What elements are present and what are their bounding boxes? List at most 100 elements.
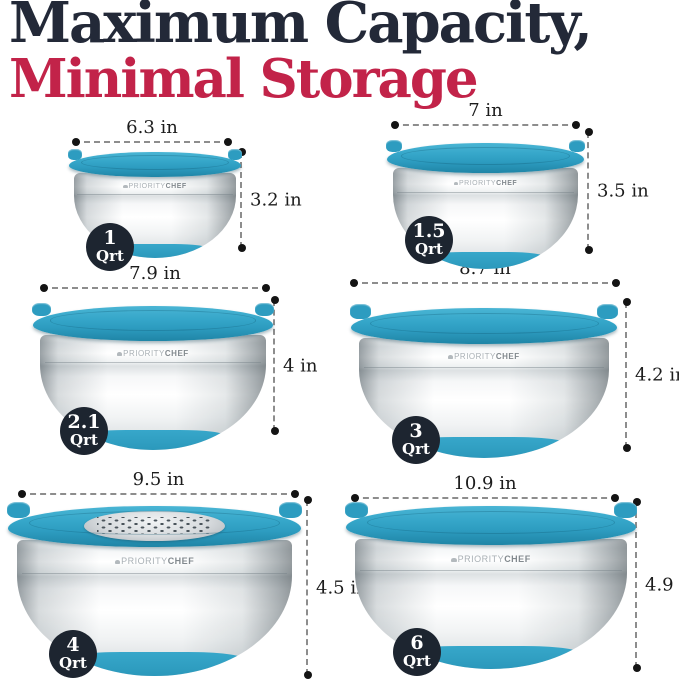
brand-text-chef: CHEF: [496, 180, 518, 188]
height-dimension: 3.5 in: [585, 128, 649, 254]
capacity-badge: 4 Qrt: [49, 630, 97, 678]
band-separator: [76, 193, 234, 195]
brand-text-priority: PRIORITY: [121, 556, 168, 567]
brand-text-priority: PRIORITY: [454, 352, 496, 362]
capacity-number: 3: [409, 420, 423, 443]
brand-text-chef: CHEF: [167, 556, 195, 567]
brand-logo: PRIORITYCHEF: [393, 180, 578, 187]
height-dimension-line: [623, 298, 631, 452]
width-dimension: 6.3 in: [72, 117, 232, 146]
height-dimension: 4.2 in: [623, 298, 679, 452]
width-dimension: 9.5 in: [18, 469, 299, 498]
bowl-lid: [349, 304, 619, 344]
capacity-badge: 2.1 Qrt: [60, 407, 108, 455]
capacity-number: 6: [410, 632, 424, 655]
width-dimension-line: [350, 279, 620, 287]
band-separator: [360, 569, 622, 571]
brand-logo: PRIORITYCHEF: [74, 183, 237, 190]
chef-hat-icon: [117, 351, 123, 356]
height-dimension-line: [304, 496, 312, 679]
height-dimension-label: 4 in: [283, 355, 318, 376]
bowl-lid: [345, 502, 637, 546]
page-title-line1: Maximum Capacity,: [9, 0, 593, 56]
band-separator: [363, 366, 605, 368]
brand-logo: PRIORITYCHEF: [359, 352, 610, 361]
brand-text-chef: CHEF: [165, 183, 187, 191]
band-separator: [44, 362, 262, 364]
brand-text-chef: CHEF: [495, 352, 520, 362]
brand-text-chef: CHEF: [164, 348, 189, 358]
width-dimension-label: 6.3 in: [126, 117, 178, 138]
width-dimension-line: [391, 121, 580, 129]
brand-text-priority: PRIORITY: [457, 554, 505, 565]
height-dimension: 4.9 in: [633, 498, 679, 672]
silicone-base: [403, 646, 579, 669]
width-dimension-label: 9.5 in: [132, 469, 185, 490]
capacity-unit: Qrt: [96, 246, 124, 265]
capacity-badge: 1.5 Qrt: [405, 216, 453, 264]
capacity-badge: 6 Qrt: [393, 628, 441, 676]
lid-tab-left: [386, 139, 402, 153]
width-dimension: 10.9 in: [351, 473, 619, 502]
width-dimension-label: 10.9 in: [453, 473, 517, 494]
brand-logo: PRIORITYCHEF: [17, 556, 292, 566]
width-dimension-label: 7.9 in: [129, 263, 181, 284]
height-dimension-label: 3.2 in: [250, 189, 302, 211]
capacity-unit: Qrt: [402, 439, 430, 458]
chef-hat-icon: [114, 559, 121, 565]
band-separator: [22, 572, 287, 574]
height-dimension-label: 4.2 in: [635, 364, 679, 386]
capacity-number: 1.5: [412, 220, 446, 243]
brand-text-priority: PRIORITY: [459, 180, 497, 188]
capacity-unit: Qrt: [403, 651, 431, 670]
height-dimension-label: 4.9 in: [645, 574, 679, 596]
capacity-unit: Qrt: [415, 239, 443, 258]
lid-tab-left: [32, 302, 52, 317]
width-dimension-line: [40, 284, 270, 292]
lid-tab-right: [278, 501, 303, 519]
lid-tab-left: [67, 149, 82, 160]
chef-hat-icon: [448, 355, 454, 360]
height-dimension-line: [238, 148, 246, 252]
band-separator: [396, 192, 575, 194]
lid-tab-left: [349, 304, 371, 319]
lid-tab-left: [6, 501, 31, 519]
height-dimension: 4 in: [271, 296, 318, 435]
chef-hat-icon: [451, 557, 457, 563]
lid-tab-right: [597, 304, 619, 319]
capacity-badge: 1 Qrt: [86, 223, 134, 271]
chef-hat-icon: [123, 184, 128, 189]
height-dimension-line: [585, 128, 593, 254]
brand-text-priority: PRIORITY: [128, 183, 166, 191]
capacity-badge: 3 Qrt: [392, 416, 440, 464]
bowl-lid: [6, 501, 303, 547]
bowl-lid: [32, 302, 274, 341]
width-dimension-line: [72, 138, 232, 146]
silicone-base: [403, 437, 565, 458]
bowl-lid: [67, 149, 243, 178]
width-dimension-label: 7 in: [468, 100, 503, 121]
lid-tab-right: [254, 302, 274, 317]
capacity-number: 2.1: [67, 411, 101, 434]
lid-tab-right: [569, 139, 585, 153]
brand-logo: PRIORITYCHEF: [40, 349, 265, 358]
bowl-lid: [386, 139, 585, 174]
lid-tab-right: [228, 149, 243, 160]
capacity-number: 1: [103, 227, 117, 250]
capacity-unit: Qrt: [59, 653, 87, 672]
chef-hat-icon: [453, 181, 459, 186]
lid-tab-right: [613, 502, 637, 518]
silicone-base: [80, 430, 226, 450]
brand-text-priority: PRIORITY: [123, 348, 165, 358]
width-dimension: 7 in: [391, 100, 580, 129]
grater-insert: [84, 511, 225, 542]
width-dimension: 7.9 in: [40, 263, 270, 292]
height-dimension-label: 3.5 in: [597, 180, 649, 202]
height-dimension-line: [633, 498, 641, 672]
silicone-base: [66, 652, 243, 676]
height-dimension: 4.5 in: [304, 496, 368, 679]
height-dimension: 3.2 in: [238, 148, 302, 252]
height-dimension-line: [271, 296, 279, 435]
capacity-unit: Qrt: [70, 430, 98, 449]
